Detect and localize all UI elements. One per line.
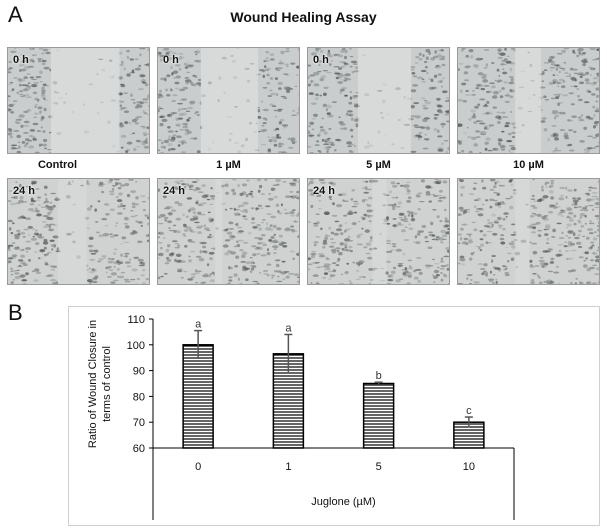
time-label: 0 h: [163, 54, 179, 66]
bar: [182, 344, 214, 449]
time-label: 0 h: [313, 54, 329, 66]
time-label: 24 h: [313, 185, 336, 197]
condition-label-1: 1 µM: [216, 159, 241, 171]
chart-frame: [68, 306, 600, 526]
time-label: 24 h: [163, 185, 186, 197]
micrograph-24h-1: 24 h: [157, 178, 300, 285]
micrograph-0h-3: [457, 47, 600, 154]
chart-title: Wound Healing Assay: [230, 9, 377, 25]
micrograph-24h-3: [457, 178, 600, 285]
y-tick-label: 100: [127, 340, 145, 352]
y-axis-label: Ratio of Wound Closure in terms of contro…: [87, 320, 113, 448]
y-tick-label: 90: [133, 366, 145, 378]
condition-label-0: Control: [37, 159, 78, 171]
significance-letter: a: [195, 319, 202, 331]
significance-letter: c: [466, 405, 472, 417]
x-tick-label: 10: [463, 461, 475, 473]
panel-b-letter: B: [8, 300, 23, 325]
micrograph-0h-2: 0 h: [307, 47, 450, 154]
significance-letter: b: [376, 370, 382, 382]
time-label: 0 h: [13, 54, 29, 66]
micrograph-24h-0: 24 h: [7, 178, 150, 285]
y-axis-label-line: terms of control: [101, 346, 113, 422]
micrograph-0h-0: 0 h: [7, 47, 150, 154]
x-tick-label: 0: [195, 461, 201, 473]
significance-letter: a: [285, 322, 292, 334]
y-tick-label: 110: [127, 314, 145, 326]
x-tick-label: 1: [285, 461, 291, 473]
micrograph-24h-2: 24 h: [307, 178, 450, 285]
condition-label-2: 5 µM: [366, 159, 391, 171]
condition-label-3: 10 µM: [513, 159, 544, 171]
x-tick-label: 5: [376, 461, 382, 473]
panel-a-letter: A: [8, 2, 23, 27]
y-tick-label: 70: [133, 417, 145, 429]
micrograph-0h-1: 0 h: [157, 47, 300, 154]
y-tick-label: 60: [133, 443, 145, 455]
y-axis-label-line: Ratio of Wound Closure in: [87, 320, 99, 448]
y-tick-label: 80: [133, 391, 145, 403]
bar: [362, 382, 395, 449]
x-axis-label: Juglone (µM): [311, 496, 375, 508]
time-label: 24 h: [13, 185, 36, 197]
